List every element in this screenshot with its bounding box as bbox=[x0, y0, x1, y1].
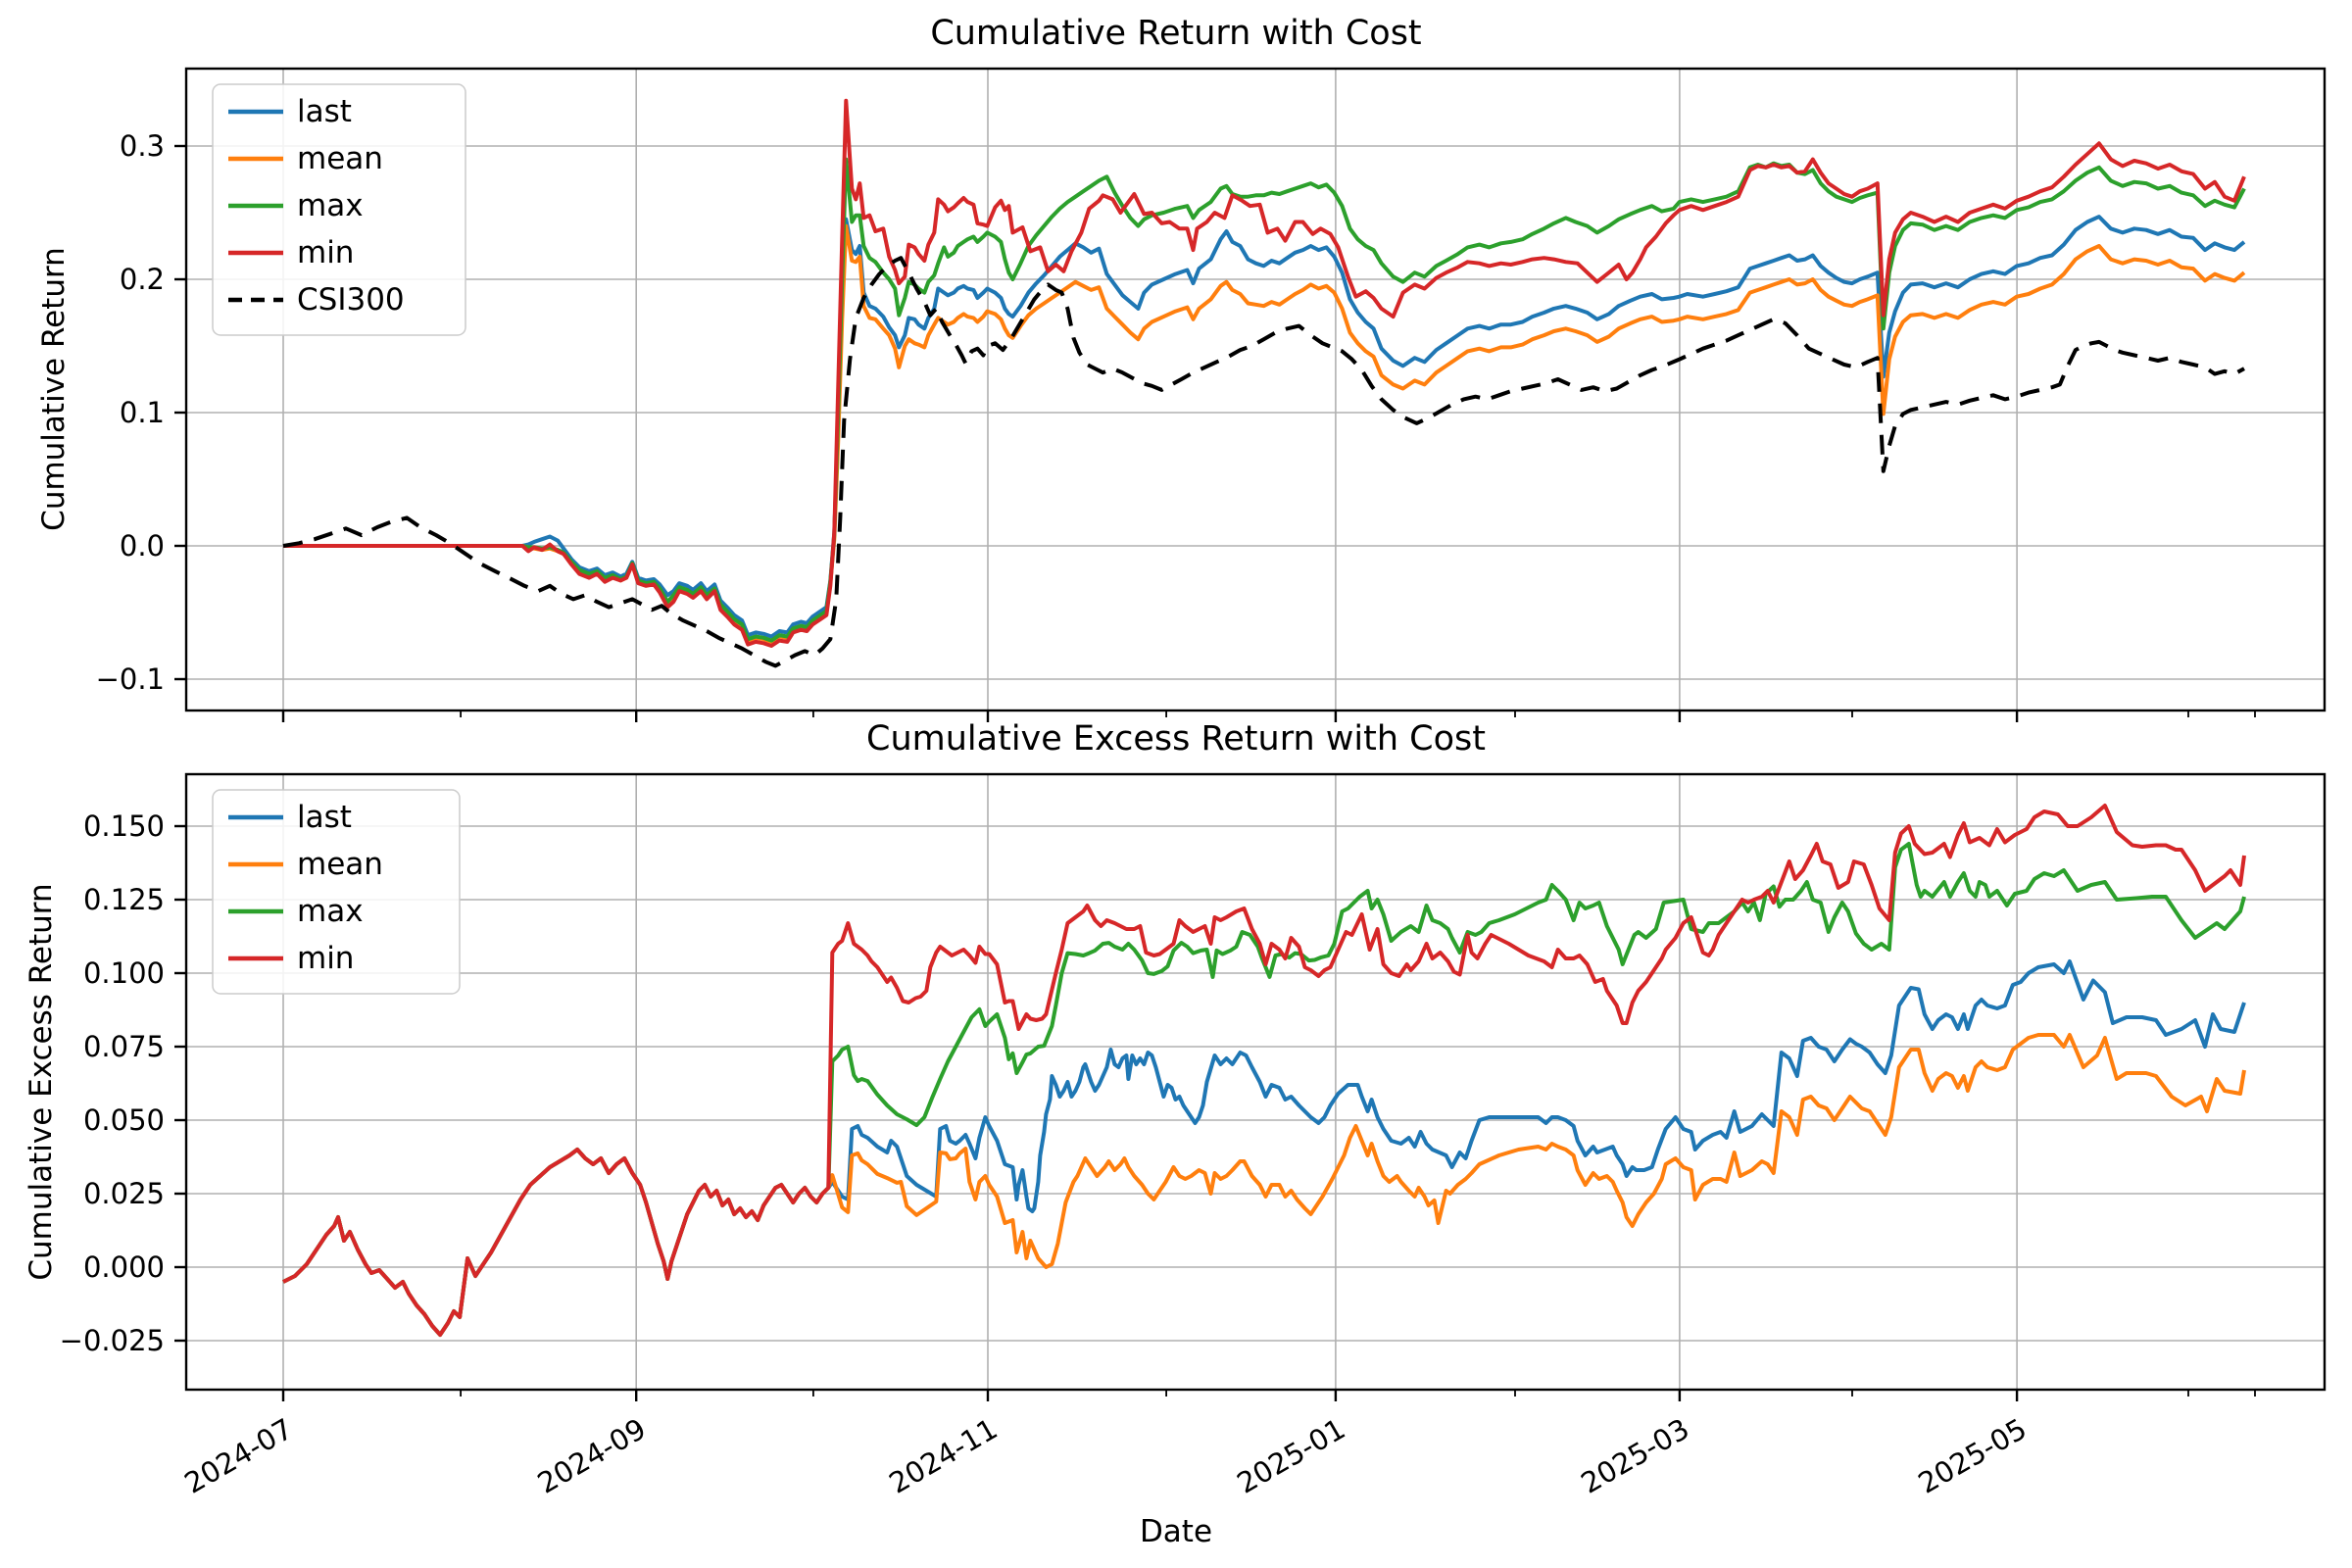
chart-1: 0.3 0.2 0.1 0.0 −0.1 last mean max min CSI300 bbox=[96, 67, 2327, 722]
legend-label-min: min bbox=[297, 235, 354, 270]
legend-box bbox=[212, 789, 461, 995]
legend-item-max: max bbox=[228, 894, 364, 929]
series-line-last bbox=[283, 215, 2246, 639]
top-chart-ylabel: Cumulative Return bbox=[36, 247, 72, 531]
y-tick-label: 0.0 bbox=[120, 529, 165, 563]
legend-label-last: last bbox=[297, 94, 352, 129]
y-tick-label: −0.025 bbox=[60, 1324, 165, 1357]
x-tick-label: 2025-01 bbox=[1231, 1412, 1350, 1500]
legend-label-max: max bbox=[297, 188, 364, 223]
legend-item-last: last bbox=[228, 94, 352, 129]
grid bbox=[186, 69, 2325, 710]
chart-2: 0.150 0.125 0.100 0.075 0.050 0.025 0.000 −0.02… bbox=[60, 772, 2327, 1500]
x-tick-label: 2024-07 bbox=[179, 1412, 299, 1500]
y-tick-label: −0.1 bbox=[96, 662, 165, 696]
plot-spines bbox=[184, 67, 2327, 712]
legend-item-max: max bbox=[228, 188, 364, 223]
legend-label-mean: mean bbox=[297, 141, 383, 176]
x-tick-label: 2025-05 bbox=[1913, 1412, 2033, 1500]
x-ticks bbox=[281, 710, 2256, 722]
series-line-max bbox=[283, 157, 2246, 643]
legend-label-max: max bbox=[297, 894, 364, 929]
top-chart-title: Cumulative Return with Cost bbox=[930, 14, 1422, 53]
series-line-CSI300 bbox=[282, 256, 2245, 668]
legend-label-last: last bbox=[297, 800, 352, 835]
legend: last mean max min CSI300 bbox=[212, 83, 466, 336]
series-group bbox=[282, 804, 2246, 1337]
x-ticks: 2024-07 2024-09 2024-11 2025-01 2025-03 2025-… bbox=[179, 1390, 2256, 1500]
y-ticks: 0.150 0.125 0.100 0.075 0.050 0.025 0.000 −0.02… bbox=[60, 809, 186, 1357]
x-tick-label: 2024-09 bbox=[532, 1412, 652, 1500]
bottom-chart-title: Cumulative Excess Return with Cost bbox=[866, 719, 1486, 759]
bottom-chart-ylabel: Cumulative Excess Return bbox=[24, 883, 59, 1281]
legend-item-mean: mean bbox=[228, 141, 383, 176]
y-ticks: 0.3 0.2 0.1 0.0 −0.1 bbox=[96, 129, 186, 696]
y-tick-label: 0.3 bbox=[120, 129, 165, 163]
legend-label-mean: mean bbox=[297, 847, 383, 882]
y-tick-label: 0.100 bbox=[83, 956, 165, 990]
legend-label-min: min bbox=[297, 941, 354, 976]
legend-label-CSI300: CSI300 bbox=[297, 282, 405, 318]
series-line-min bbox=[283, 98, 2246, 648]
series-line-mean bbox=[282, 1033, 2246, 1337]
legend-item-min: min bbox=[228, 941, 354, 976]
legend-item-mean: mean bbox=[228, 847, 383, 882]
legend: last mean max min bbox=[212, 789, 461, 995]
y-tick-label: 0.050 bbox=[83, 1103, 165, 1137]
grid bbox=[186, 774, 2325, 1390]
y-tick-label: 0.125 bbox=[83, 883, 165, 916]
y-tick-label: 0.150 bbox=[83, 809, 165, 843]
legend-item-min: min bbox=[228, 235, 354, 270]
x-tick-label: 2024-11 bbox=[884, 1412, 1004, 1500]
x-tick-label: 2025-03 bbox=[1575, 1412, 1694, 1500]
y-tick-label: 0.025 bbox=[83, 1177, 165, 1210]
legend-box bbox=[212, 83, 466, 336]
series-line-mean bbox=[283, 223, 2246, 644]
series-group bbox=[282, 98, 2246, 668]
y-tick-label: 0.2 bbox=[120, 263, 165, 296]
y-tick-label: 0.075 bbox=[83, 1030, 165, 1063]
y-tick-label: 0.000 bbox=[83, 1250, 165, 1284]
y-tick-label: 0.1 bbox=[120, 396, 165, 429]
series-line-min bbox=[282, 804, 2246, 1337]
legend-item-last: last bbox=[228, 800, 352, 835]
legend-item-CSI300: CSI300 bbox=[228, 282, 405, 318]
x-axis-label: Date bbox=[1139, 1514, 1213, 1549]
plot-spines bbox=[184, 772, 2327, 1392]
